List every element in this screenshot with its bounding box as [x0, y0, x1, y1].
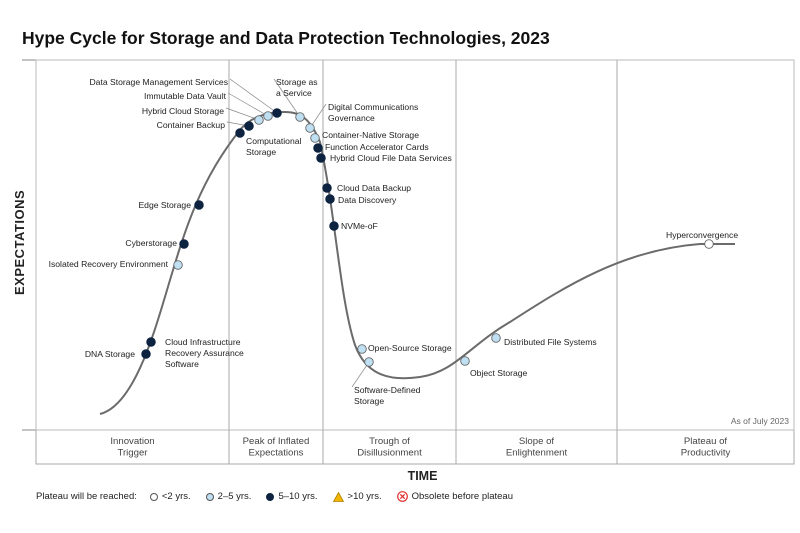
technology-label: Hyperconvergence: [666, 230, 738, 240]
technology-marker[interactable]: [295, 112, 305, 122]
technology-marker[interactable]: [329, 221, 339, 231]
technology-labels: DNA Storage Cloud Infrastructure Recovery …: [49, 77, 739, 406]
as-of-date: As of July 2023: [731, 416, 789, 426]
technology-label: Cyberstorage: [125, 238, 177, 248]
technology-label: Computational Storage: [246, 136, 302, 157]
x-axis-label: TIME: [407, 469, 438, 483]
phase-labels: Innovation Trigger Peak of Inflated Expecta…: [110, 436, 730, 459]
technology-label: Function Accelerator Cards: [325, 142, 429, 152]
legend-dot-white: [149, 492, 158, 501]
technology-markers: [141, 108, 714, 367]
technology-label: Object Storage: [470, 368, 528, 378]
phase-label: Plateau of Productivity: [681, 436, 731, 459]
technology-marker[interactable]: [272, 108, 282, 118]
technology-marker[interactable]: [305, 123, 315, 133]
phase-band: [35, 429, 795, 465]
leader-lines: [225, 78, 370, 388]
technology-label: Cloud Data Backup: [337, 183, 411, 193]
leader-line: [225, 107, 260, 121]
legend-dot-light-blue: [205, 492, 214, 501]
axes: [22, 59, 795, 465]
technology-marker[interactable]: [313, 143, 323, 153]
technology-marker[interactable]: [325, 194, 335, 204]
technology-label: Digital Communications Governance: [328, 102, 418, 123]
technology-marker[interactable]: [357, 344, 367, 354]
phase-label: Slope of Enlightenment: [506, 436, 568, 459]
legend-item-obsolete: Obsolete before plateau: [396, 491, 513, 502]
technology-label: Container-Native Storage: [322, 130, 419, 140]
technology-label: Distributed File Systems: [504, 337, 597, 347]
technology-marker[interactable]: [244, 121, 254, 131]
technology-label: DNA Storage: [85, 349, 135, 359]
leader-line: [273, 78, 301, 118]
technology-marker[interactable]: [322, 183, 332, 193]
technology-label: Open-Source Storage: [368, 343, 452, 353]
legend-item-label: >10 yrs.: [347, 491, 382, 502]
legend-item-2-5: 2–5 yrs.: [205, 491, 252, 502]
technology-marker[interactable]: [194, 200, 204, 210]
legend-item-label: <2 yrs.: [161, 491, 191, 502]
technology-label: Data Discovery: [338, 195, 397, 205]
technology-label: Hybrid Cloud File Data Services: [330, 153, 452, 163]
technology-marker[interactable]: [235, 128, 245, 138]
technology-label: Container Backup: [157, 120, 226, 130]
technology-label: Software-Defined Storage: [354, 385, 421, 406]
technology-marker[interactable]: [491, 333, 501, 343]
phase-label: Trough of Disillusionment: [357, 436, 422, 459]
legend-title: Plateau will be reached:: [36, 491, 137, 502]
technology-marker[interactable]: [364, 357, 374, 367]
technology-label: Storage as a Service: [276, 77, 318, 98]
technology-marker[interactable]: [146, 337, 156, 347]
triangle-icon: [332, 491, 344, 502]
technology-marker[interactable]: [704, 239, 714, 249]
technology-label: NVMe-oF: [341, 221, 378, 231]
technology-marker[interactable]: [460, 356, 470, 366]
phase-label: Innovation Trigger: [110, 436, 154, 459]
technology-label: Hybrid Cloud Storage: [142, 106, 224, 116]
leader-line: [227, 92, 269, 117]
legend-item-over-10: >10 yrs.: [332, 491, 382, 502]
plot-frame: [35, 59, 795, 431]
legend-item-5-10: 5–10 yrs.: [266, 491, 318, 502]
legend-item-label: 5–10 yrs.: [278, 491, 318, 502]
legend-item-label: Obsolete before plateau: [411, 491, 513, 502]
phase-dividers: [228, 60, 618, 464]
legend-item-label: 2–5 yrs.: [217, 491, 252, 502]
leader-line: [309, 103, 327, 129]
technology-marker[interactable]: [263, 111, 273, 121]
technology-label: Cloud Infrastructure Recovery Assurance So…: [165, 337, 244, 369]
technology-label: Isolated Recovery Environment: [49, 259, 169, 269]
technology-marker[interactable]: [310, 133, 320, 143]
technology-marker[interactable]: [316, 153, 326, 163]
technology-marker[interactable]: [254, 115, 264, 125]
legend-dot-navy: [266, 492, 275, 501]
leader-line: [229, 78, 278, 114]
technology-label: Data Storage Management Services: [89, 77, 228, 87]
x-circle-icon: [396, 491, 408, 502]
technology-marker[interactable]: [141, 349, 151, 359]
legend-item-under-2: <2 yrs.: [149, 491, 191, 502]
technology-marker[interactable]: [179, 239, 189, 249]
technology-marker[interactable]: [173, 260, 183, 270]
legend: Plateau will be reached: <2 yrs. 2–5 yrs…: [36, 491, 523, 502]
leader-line: [351, 361, 370, 388]
phase-label: Peak of Inflated Expectations: [243, 436, 310, 459]
technology-label: Immutable Data Vault: [144, 91, 227, 101]
chart-title: Hype Cycle for Storage and Data Protecti…: [22, 28, 550, 48]
technology-label: Edge Storage: [138, 200, 191, 210]
